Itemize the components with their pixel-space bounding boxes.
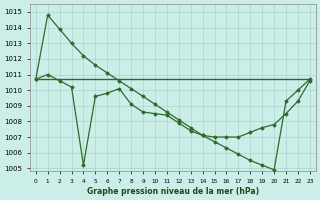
X-axis label: Graphe pression niveau de la mer (hPa): Graphe pression niveau de la mer (hPa) bbox=[87, 187, 259, 196]
